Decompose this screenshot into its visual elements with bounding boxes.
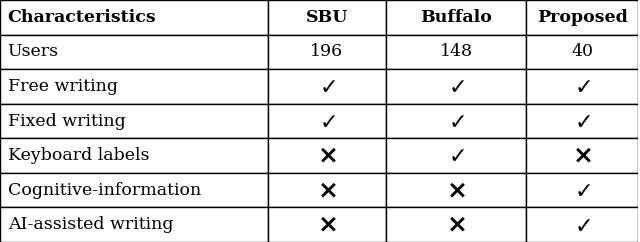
Text: Proposed: Proposed (537, 9, 628, 26)
Text: $\mathbf{\times}$: $\mathbf{\times}$ (446, 178, 466, 202)
Bar (0, 138, 268, 173)
Text: AI-assisted writing: AI-assisted writing (8, 216, 173, 233)
Bar (0, 207, 268, 242)
Bar (268, 173, 386, 207)
Text: Free writing: Free writing (8, 78, 118, 95)
Text: Users: Users (8, 43, 59, 60)
Text: $\checkmark$: $\checkmark$ (448, 76, 465, 96)
Text: $\mathbf{\times}$: $\mathbf{\times}$ (446, 213, 466, 237)
Text: Characteristics: Characteristics (8, 9, 156, 26)
Text: $\checkmark$: $\checkmark$ (448, 111, 465, 131)
Bar (526, 173, 638, 207)
Bar (386, 69, 526, 104)
Bar (386, 207, 526, 242)
Bar (268, 69, 386, 104)
Text: $\mathbf{\times}$: $\mathbf{\times}$ (572, 144, 592, 167)
Text: Keyboard labels: Keyboard labels (8, 147, 149, 164)
Text: $\mathbf{\times}$: $\mathbf{\times}$ (317, 213, 337, 237)
Bar (0, 104, 268, 138)
Text: $\checkmark$: $\checkmark$ (574, 215, 591, 235)
Bar (386, 35, 526, 69)
Text: SBU: SBU (306, 9, 348, 26)
Text: $\checkmark$: $\checkmark$ (319, 111, 335, 131)
Bar (386, 173, 526, 207)
Text: Fixed writing: Fixed writing (8, 113, 125, 129)
Bar (386, 104, 526, 138)
Bar (268, 35, 386, 69)
Bar (386, 138, 526, 173)
Bar (0, 0, 268, 35)
Bar (526, 69, 638, 104)
Text: Cognitive-information: Cognitive-information (8, 182, 201, 199)
Text: $\checkmark$: $\checkmark$ (574, 76, 591, 96)
Bar (268, 104, 386, 138)
Text: $\checkmark$: $\checkmark$ (574, 111, 591, 131)
Bar (0, 35, 268, 69)
Text: Buffalo: Buffalo (420, 9, 492, 26)
Bar (268, 207, 386, 242)
Bar (268, 0, 386, 35)
Text: 40: 40 (571, 43, 593, 60)
Text: $\mathbf{\times}$: $\mathbf{\times}$ (317, 144, 337, 167)
Bar (386, 0, 526, 35)
Bar (526, 207, 638, 242)
Text: $\checkmark$: $\checkmark$ (319, 76, 335, 96)
Text: $\mathbf{\times}$: $\mathbf{\times}$ (317, 178, 337, 202)
Bar (0, 173, 268, 207)
Bar (526, 35, 638, 69)
Text: 196: 196 (310, 43, 344, 60)
Bar (268, 138, 386, 173)
Text: $\checkmark$: $\checkmark$ (448, 146, 465, 166)
Bar (0, 69, 268, 104)
Text: $\checkmark$: $\checkmark$ (574, 180, 591, 200)
Text: 148: 148 (440, 43, 473, 60)
Bar (526, 0, 638, 35)
Bar (526, 138, 638, 173)
Bar (526, 104, 638, 138)
